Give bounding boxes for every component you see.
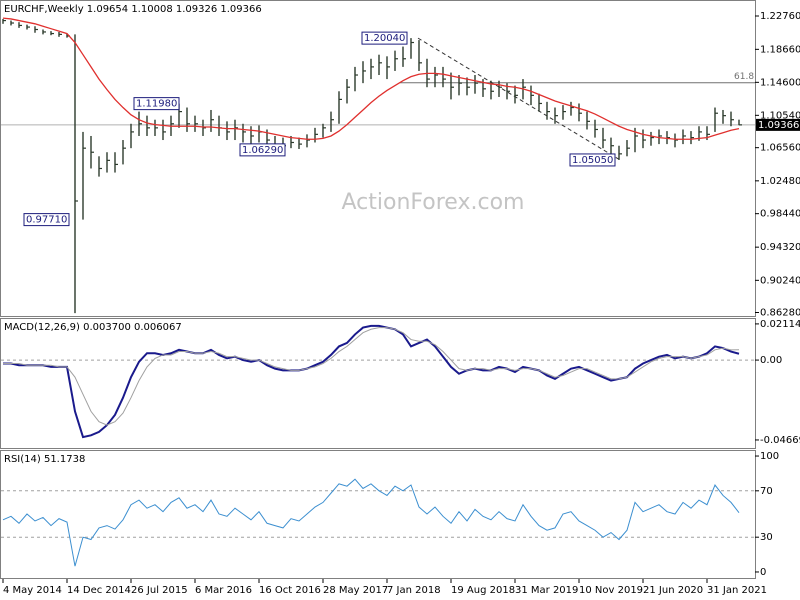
annotation-box bbox=[133, 97, 180, 111]
indicator-line bbox=[3, 327, 740, 426]
panel-frame bbox=[0, 318, 756, 449]
indicator-line bbox=[3, 324, 740, 439]
y-tick-label: 0.94320 bbox=[760, 242, 800, 253]
y-tick-label: 0.021146 bbox=[760, 319, 800, 330]
annotation-label: 1.06290 bbox=[242, 145, 283, 156]
y-tick-label: 1.18660 bbox=[760, 44, 800, 55]
x-tick-label: 7 Jan 2018 bbox=[387, 585, 441, 596]
y-tick-label: 0.90240 bbox=[760, 275, 800, 286]
y-tick-label: -0.046699 bbox=[760, 435, 800, 446]
y-tick-label: 70 bbox=[760, 486, 773, 497]
sma-line bbox=[2, 17, 740, 140]
annotation-label: 1.20040 bbox=[364, 33, 405, 44]
x-tick-label: 21 Jun 2020 bbox=[643, 585, 703, 596]
y-tick-label: 1.14600 bbox=[760, 77, 800, 88]
y-tick-label: 30 bbox=[760, 532, 773, 543]
annotation-label: 0.97710 bbox=[26, 215, 67, 226]
y-tick-label: 1.22760 bbox=[760, 11, 800, 22]
annotation-label: 1.05050 bbox=[572, 155, 613, 166]
trend-line bbox=[417, 37, 621, 161]
panel-frame bbox=[0, 0, 756, 317]
x-tick-label: 26 Jul 2015 bbox=[131, 585, 188, 596]
y-tick-label: 0.00 bbox=[760, 355, 782, 366]
x-tick-label: 28 May 2017 bbox=[323, 585, 388, 596]
last-price-label: 1.09366 bbox=[758, 120, 799, 131]
annotation-box bbox=[23, 213, 70, 227]
y-tick-label: 1.02480 bbox=[760, 176, 800, 187]
annotation-box bbox=[569, 153, 616, 167]
panel-title: RSI(14) 51.1738 bbox=[4, 454, 85, 465]
watermark: ActionForex.com bbox=[342, 190, 525, 215]
annotation-label: 1.11980 bbox=[136, 99, 177, 110]
y-tick-label: 0.98440 bbox=[760, 209, 800, 220]
x-tick-label: 19 Aug 2018 bbox=[451, 585, 515, 596]
y-tick-label: 0 bbox=[760, 567, 766, 578]
indicator-line bbox=[2, 478, 740, 567]
y-tick-label: 100 bbox=[760, 451, 779, 462]
x-tick-label: 16 Oct 2016 bbox=[259, 585, 321, 596]
panel-frame bbox=[0, 450, 756, 579]
y-tick-label: 1.10540 bbox=[760, 110, 800, 121]
x-tick-label: 14 Dec 2014 bbox=[67, 585, 131, 596]
x-tick-label: 31 Jan 2021 bbox=[707, 585, 767, 596]
x-tick-label: 6 Mar 2016 bbox=[195, 585, 252, 596]
x-tick-label: 31 Mar 2019 bbox=[515, 585, 578, 596]
last-price-box bbox=[756, 118, 800, 131]
annotation-box bbox=[361, 31, 408, 45]
annotation-box bbox=[239, 143, 286, 157]
y-tick-label: 1.06560 bbox=[760, 143, 800, 154]
x-tick-label: 4 May 2014 bbox=[3, 585, 62, 596]
y-tick-label: 0.86280 bbox=[760, 308, 800, 319]
fib-label: 61.8 bbox=[734, 72, 754, 82]
panel-title: EURCHF,Weekly 1.09654 1.10008 1.09326 1.… bbox=[4, 4, 262, 15]
panel-title: MACD(12,26,9) 0.003700 0.006067 bbox=[4, 322, 182, 333]
x-tick-label: 10 Nov 2019 bbox=[579, 585, 643, 596]
